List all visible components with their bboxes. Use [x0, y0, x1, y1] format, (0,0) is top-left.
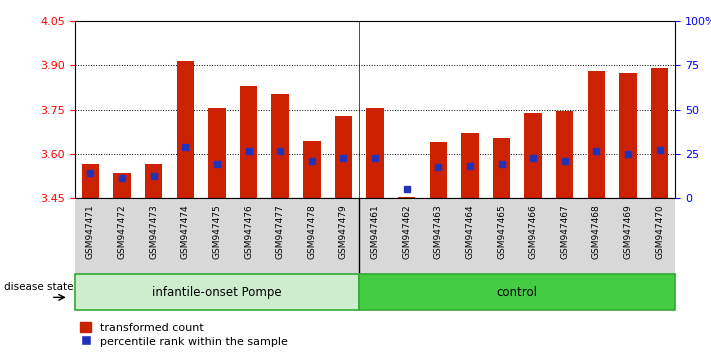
Text: GSM947469: GSM947469 — [624, 204, 633, 259]
Text: GSM947462: GSM947462 — [402, 204, 411, 259]
Bar — [619, 73, 637, 198]
Bar — [82, 164, 99, 198]
Text: GSM947464: GSM947464 — [466, 204, 474, 259]
Text: GSM947463: GSM947463 — [434, 204, 443, 259]
Text: GSM947461: GSM947461 — [370, 204, 380, 259]
Text: control: control — [497, 286, 538, 298]
Text: GSM947471: GSM947471 — [86, 204, 95, 259]
Bar — [272, 93, 289, 198]
Text: GSM947474: GSM947474 — [181, 204, 190, 259]
Bar — [493, 138, 510, 198]
Bar — [335, 116, 352, 198]
Text: GSM947466: GSM947466 — [529, 204, 538, 259]
Bar — [651, 68, 668, 198]
Bar — [366, 108, 384, 198]
Text: infantile-onset Pompe: infantile-onset Pompe — [152, 286, 282, 298]
Text: GSM947468: GSM947468 — [592, 204, 601, 259]
Bar — [429, 142, 447, 198]
Text: GSM947467: GSM947467 — [560, 204, 570, 259]
Text: GSM947473: GSM947473 — [149, 204, 159, 259]
Bar — [398, 197, 415, 198]
Text: disease state: disease state — [4, 282, 73, 292]
Bar — [525, 113, 542, 198]
Text: GSM947472: GSM947472 — [117, 204, 127, 259]
FancyBboxPatch shape — [75, 274, 359, 310]
FancyBboxPatch shape — [359, 274, 675, 310]
Text: GSM947477: GSM947477 — [276, 204, 284, 259]
Bar — [303, 141, 321, 198]
Bar — [145, 164, 162, 198]
Bar — [176, 61, 194, 198]
Bar — [113, 173, 131, 198]
Text: GSM947465: GSM947465 — [497, 204, 506, 259]
Text: GSM947470: GSM947470 — [655, 204, 664, 259]
Text: GSM947479: GSM947479 — [339, 204, 348, 259]
Bar — [556, 111, 574, 198]
Bar — [208, 108, 225, 198]
Text: GSM947475: GSM947475 — [213, 204, 221, 259]
Legend: transformed count, percentile rank within the sample: transformed count, percentile rank withi… — [80, 322, 288, 347]
Bar — [588, 72, 605, 198]
Bar — [240, 86, 257, 198]
Text: GSM947478: GSM947478 — [307, 204, 316, 259]
Text: GSM947476: GSM947476 — [244, 204, 253, 259]
Bar — [461, 133, 479, 198]
